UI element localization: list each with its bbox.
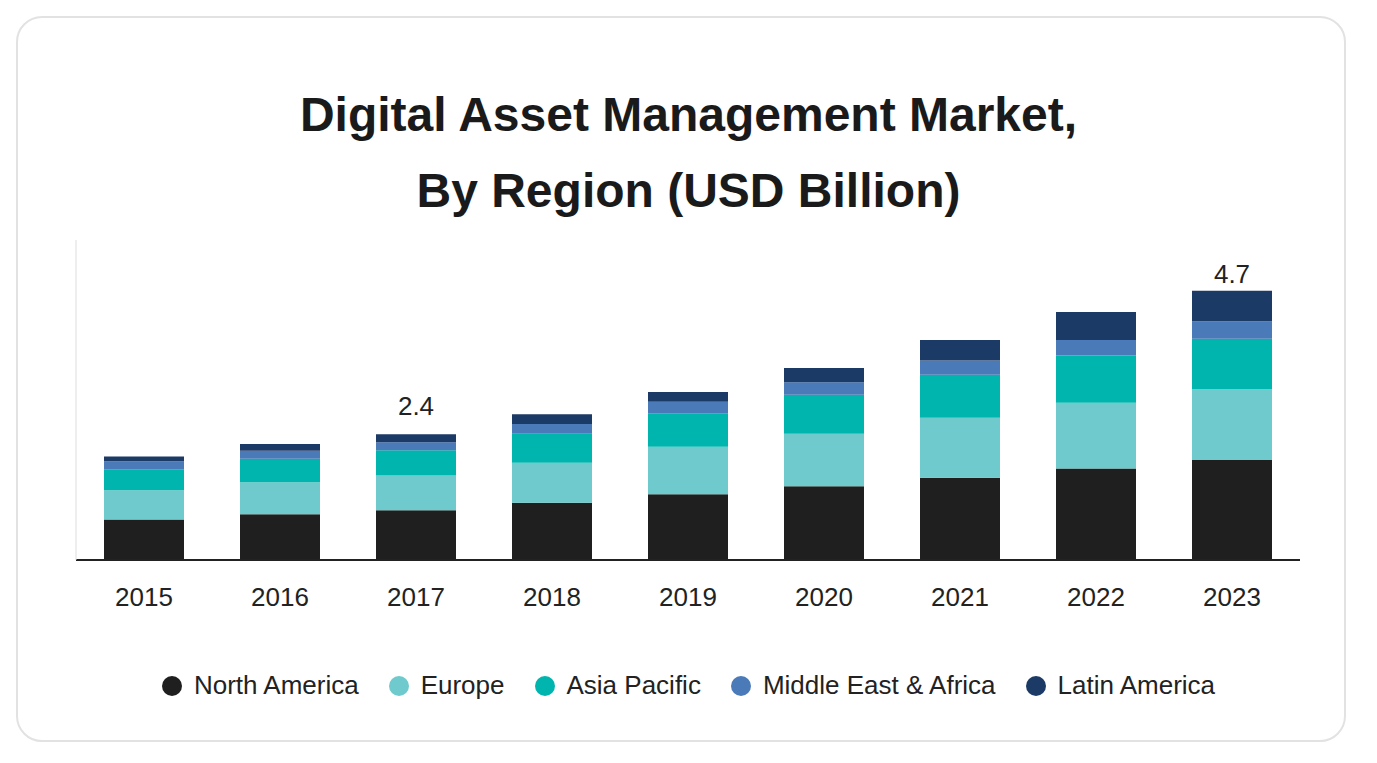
html-text:Middle East & Africa: Middle East & Africa xyxy=(762,670,996,700)
svg-text:2022: 2022 xyxy=(1067,582,1125,612)
svg-text:2020: 2020 xyxy=(795,582,853,612)
svg-text:2015: 2015 xyxy=(115,582,173,612)
html-text:Latin America: Latin America xyxy=(1057,670,1216,700)
svg-text:2016: 2016 xyxy=(251,582,309,612)
svg-text:2019: 2019 xyxy=(659,582,717,612)
svg-text:2.4: 2.4 xyxy=(398,391,434,421)
svg-text:4.7: 4.7 xyxy=(1214,259,1250,289)
html-text:Asia Pacific: Asia Pacific xyxy=(566,670,701,700)
html-text:North America: North America xyxy=(193,670,359,700)
svg-text:2021: 2021 xyxy=(931,582,989,612)
svg-text:2018: 2018 xyxy=(523,582,581,612)
svg-text:2017: 2017 xyxy=(387,582,445,612)
html-text:Europe: Europe xyxy=(420,670,505,700)
html-text:Digital Asset Management Marke: Digital Asset Management Market, By Regi… xyxy=(300,88,1077,217)
svg-text:2023: 2023 xyxy=(1203,582,1261,612)
